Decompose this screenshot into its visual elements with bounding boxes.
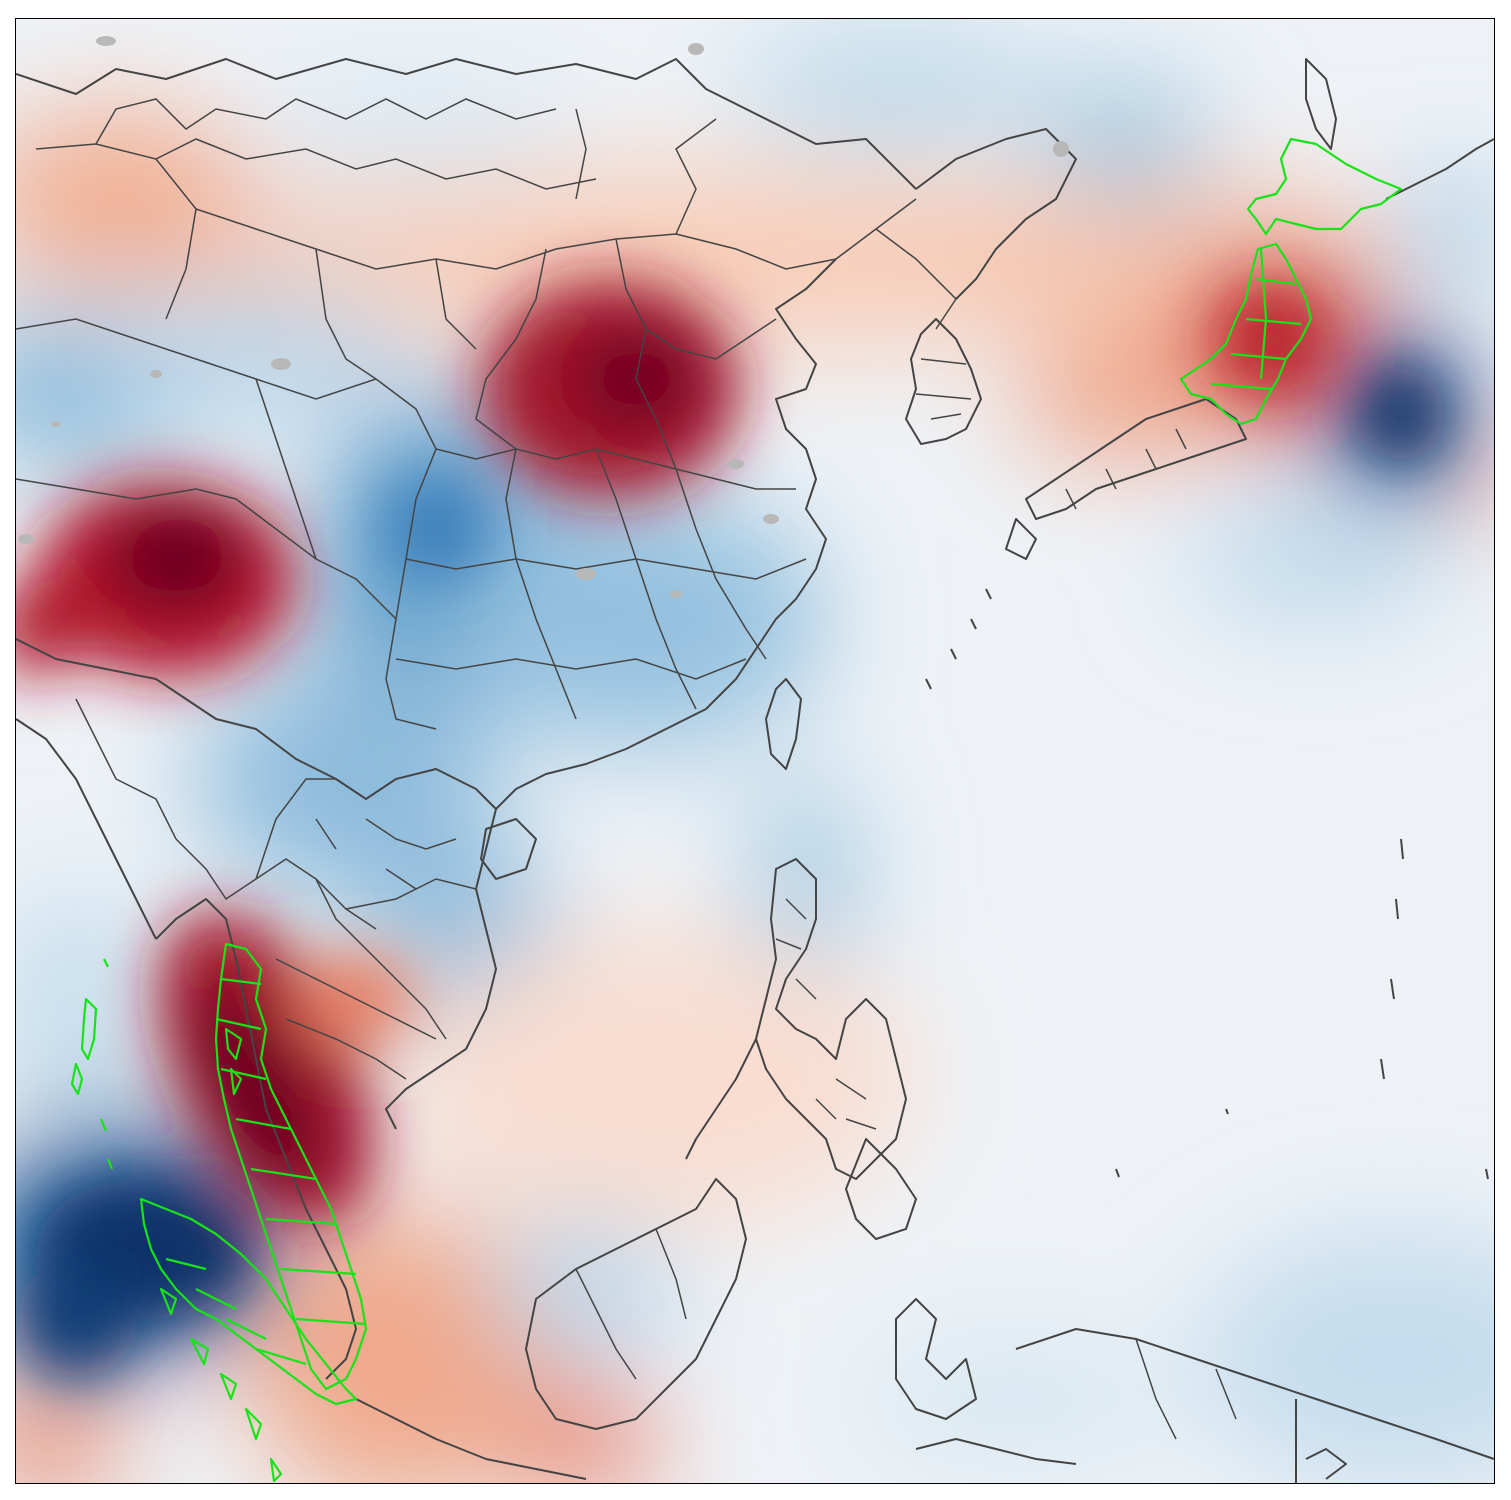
map-frame bbox=[15, 18, 1495, 1484]
anomaly-map bbox=[16, 19, 1494, 1483]
anomaly-field bbox=[16, 29, 1494, 1483]
highlighted-regions bbox=[70, 137, 1403, 1483]
lakes bbox=[18, 36, 1069, 598]
highlight-peninsula bbox=[214, 942, 368, 1391]
administrative-boundaries bbox=[16, 58, 1494, 1483]
highlight-sumatra bbox=[139, 1197, 358, 1406]
highlight-japan bbox=[1179, 137, 1403, 426]
